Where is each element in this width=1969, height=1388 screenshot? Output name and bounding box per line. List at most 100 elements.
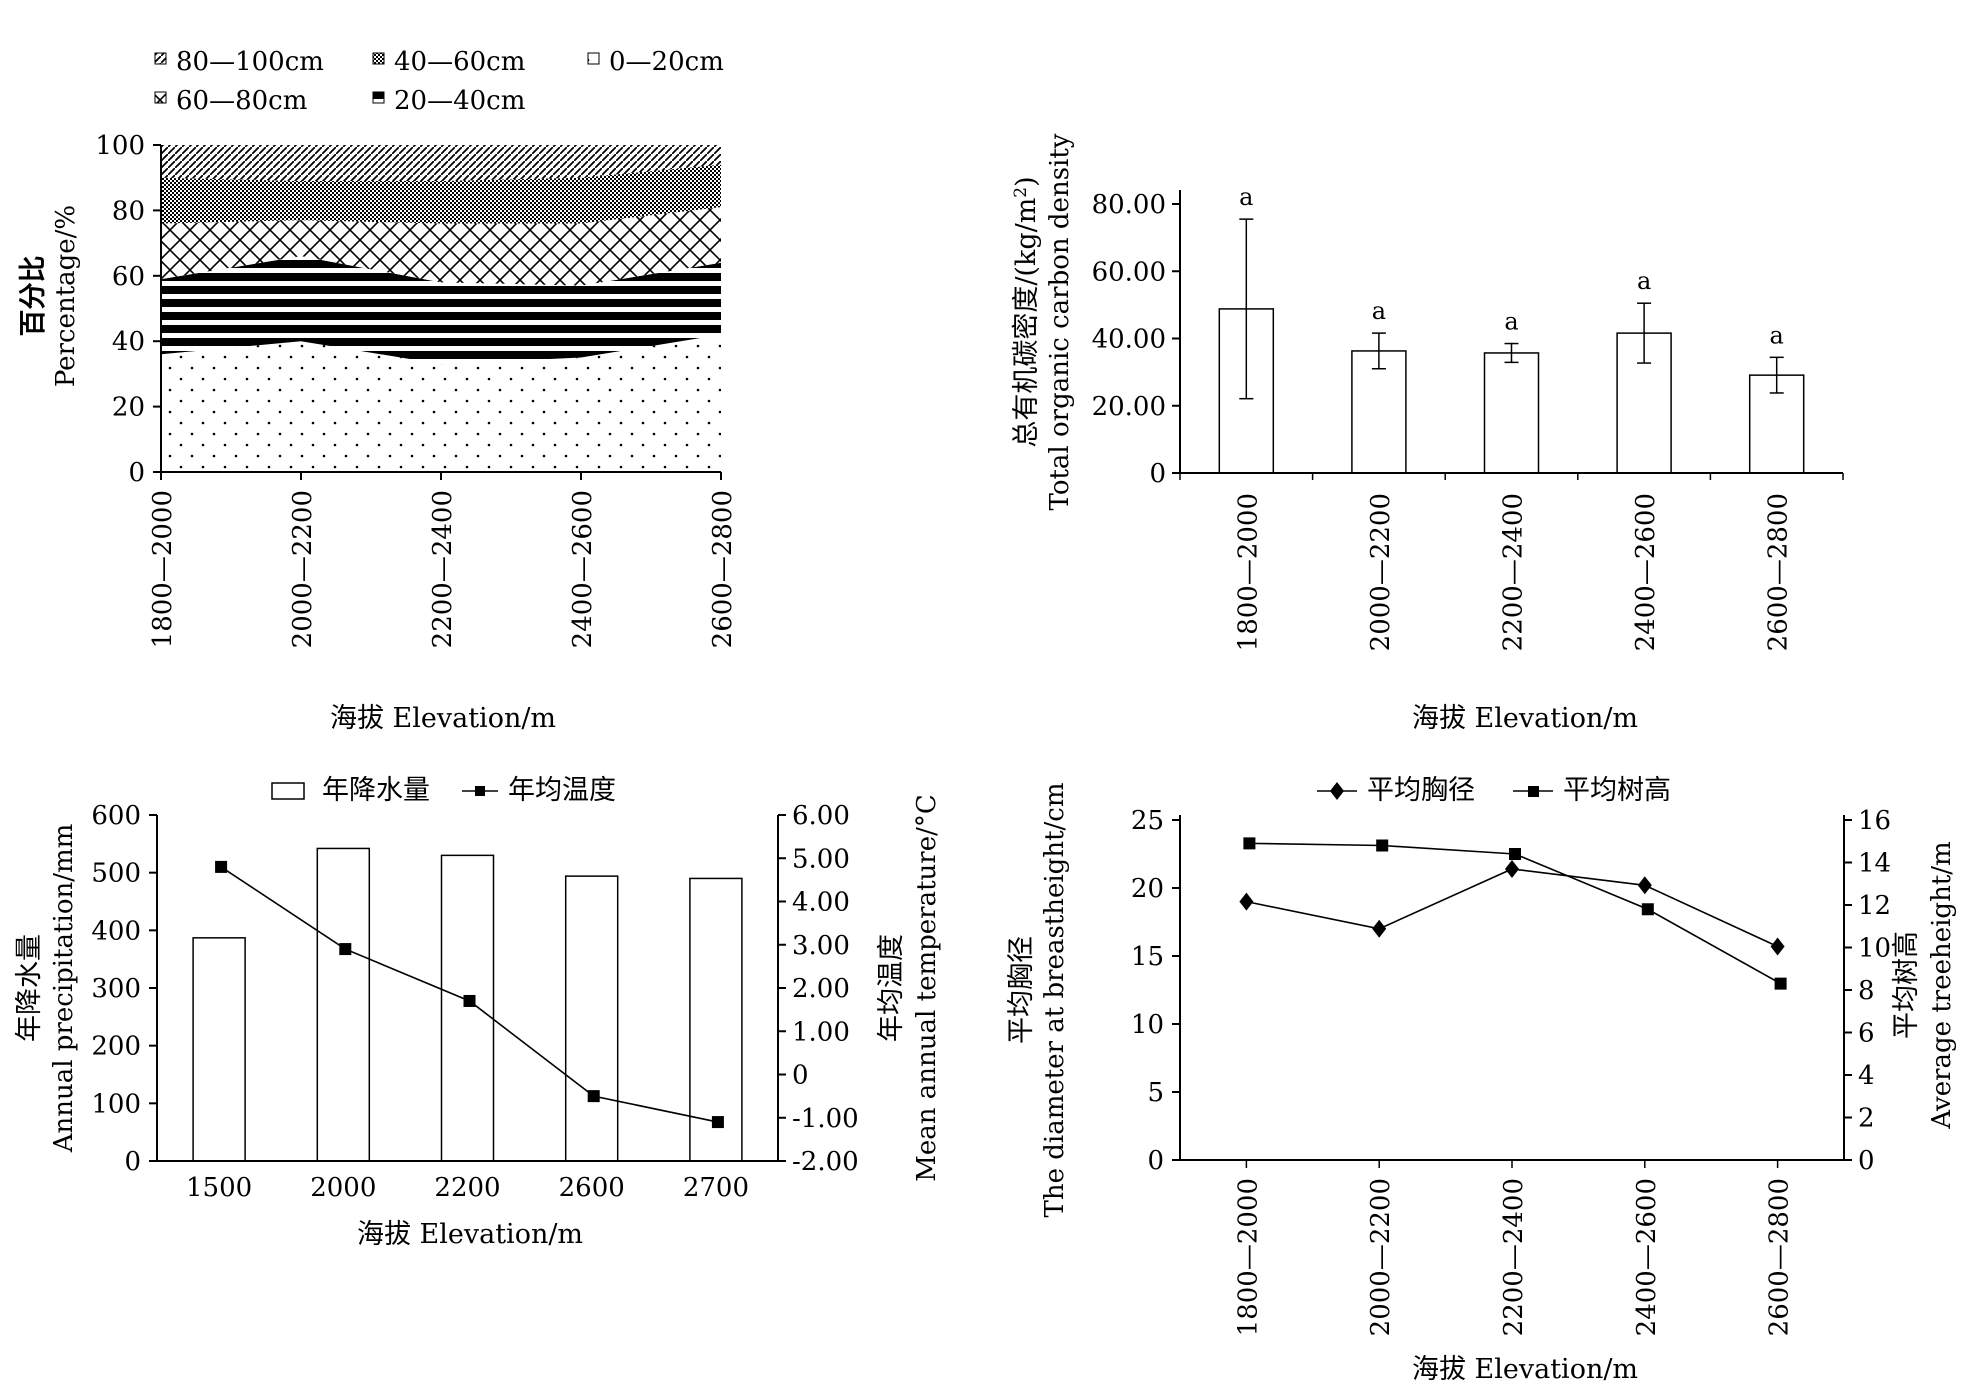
p4-right-tick-label: 10 (1858, 934, 1891, 964)
p1-ytick-label: 60 (112, 262, 145, 292)
legend-marker-temp (475, 786, 485, 796)
legend-swatch-0-20 (587, 52, 600, 65)
area-layer-0 (161, 334, 721, 472)
p4-ylabel-left-cn: 平均胸径 (1006, 936, 1037, 1044)
p2-ylabel-en: Total organic carbon density (1045, 133, 1075, 510)
area-layer-1 (161, 256, 721, 365)
p4-xlabel: 海拔 Elevation/m (1412, 1354, 1638, 1385)
p4-right-tick-label: 4 (1858, 1061, 1875, 1091)
tree-height-point (1774, 977, 1787, 990)
p3-left-tick-label: 300 (91, 974, 141, 1004)
p1-xtick-label: 1800—2000 (148, 490, 178, 648)
p2-ylabel-cn: 总有机碳密度/(kg/m2) (1011, 176, 1042, 447)
precip-bar (192, 937, 246, 1162)
temperature-point (463, 994, 476, 1007)
p3-ylabel-right-en: Mean annual temperature/°C (912, 794, 942, 1181)
p2-xtick-label: 1800—2000 (1233, 493, 1263, 651)
p4-xtick-label: 2400—2600 (1632, 1178, 1662, 1336)
dbh-line (1246, 868, 1778, 948)
p3-xtick-label: 2700 (683, 1173, 749, 1203)
p4-left-tick-label: 0 (1147, 1146, 1164, 1176)
p4-xtick-label: 2000—2200 (1366, 1178, 1396, 1336)
tree-height-point (1243, 837, 1256, 850)
p4-left-tick-label: 15 (1131, 942, 1164, 972)
legend-marker-dbh (1330, 782, 1344, 800)
p3-bars (192, 847, 743, 1162)
p3-right-tick-label: 0 (792, 1061, 809, 1091)
legend-label-height: 平均树高 (1563, 775, 1671, 806)
tree-height-point (1641, 903, 1654, 916)
tree-height-point (1509, 848, 1521, 860)
p4-ylabel-left-en: The diameter at breastheight/cm (1040, 783, 1070, 1218)
precip-bar (440, 854, 495, 1162)
temperature-point (215, 860, 228, 873)
bar (1483, 352, 1540, 474)
p1-y-ticks: 0 20 40 60 80 100 (95, 131, 161, 488)
p3-ylabel-left-en: Annual precipitation/mm (49, 824, 79, 1154)
p4-ylabel-right-en: Average treeheight/m (1927, 841, 1957, 1129)
p4-series-lines (1239, 837, 1787, 990)
p1-xtick-label: 2600—2800 (708, 490, 738, 648)
legend-swatch-60-80 (154, 91, 167, 104)
precip-bar (689, 877, 743, 1162)
legend-swatch-precip (271, 782, 305, 800)
p4-left-tick-label: 20 (1131, 874, 1164, 904)
p3-xlabel: 海拔 Elevation/m (357, 1219, 583, 1250)
dbh-point (1239, 892, 1254, 911)
p2-ylabel-sup: 2 (1011, 187, 1031, 198)
legend-swatch-80-100 (154, 52, 167, 65)
p2-xtick-label: 2200—2400 (1499, 493, 1529, 651)
p3-right-tick-label: 1.00 (792, 1017, 850, 1047)
legend-swatch-40-60 (372, 52, 385, 65)
significance-label: a (1637, 267, 1651, 295)
p3-left-tick-label: 0 (124, 1147, 141, 1177)
tree-height-point (1376, 839, 1389, 852)
dbh-point (1372, 919, 1387, 938)
p2-xtick-label: 2600—2800 (1764, 493, 1794, 651)
area-layer-2 (161, 207, 721, 286)
legend-label-dbh: 平均胸径 (1367, 775, 1475, 806)
p4-right-tick-label: 8 (1858, 976, 1875, 1006)
p1-xlabel: 海拔 Elevation/m (330, 703, 556, 734)
p1-xtick-label: 2000—2200 (288, 490, 318, 648)
p2-ylabel-cn-main: 总有机碳密度/(kg/m (1011, 198, 1042, 448)
p3-x-ticks: 1500 2000 2200 2600 2700 (186, 1173, 749, 1203)
p3-left-tick-label: 600 (91, 801, 141, 831)
significance-label: a (1504, 308, 1518, 336)
p2-ytick-label: 0 (1149, 459, 1166, 489)
p3-left-tick-label: 100 (91, 1089, 141, 1119)
legend-label-20-40: 20—40cm (394, 86, 525, 116)
p2-xtick-label: 2400—2600 (1631, 493, 1661, 651)
p3-right-ticks: -2.00 -1.00 0 1.00 2.00 3.00 4.00 5.00 6.00 (778, 801, 859, 1177)
p1-area-layers (161, 145, 721, 472)
p4-legend: 平均胸径 平均树高 (1317, 775, 1671, 806)
legend-label-temp: 年均温度 (508, 775, 616, 806)
p1-ytick-label: 40 (112, 327, 145, 357)
climate-panel: 年降水量 年均温度 0 100 200 300 400 500 600 -2.00 -1.00… (14, 775, 942, 1250)
p4-right-tick-label: 2 (1858, 1104, 1875, 1134)
p2-ylabel-cn-end: ) (1011, 176, 1042, 187)
p1-ytick-label: 0 (128, 458, 145, 488)
significance-label: a (1372, 297, 1386, 325)
p4-left-ticks: 0 5 10 15 20 25 (1131, 806, 1180, 1176)
legend-marker-height (1528, 786, 1539, 797)
p4-right-ticks: 0 2 4 6 8 10 12 14 16 (1844, 806, 1891, 1176)
legend-swatch-20-40 (372, 91, 385, 104)
dbh-point (1637, 876, 1652, 895)
legend-label-80-100: 80—100cm (176, 47, 324, 77)
precip-bar (316, 847, 371, 1162)
p3-left-tick-label: 200 (91, 1032, 141, 1062)
p3-right-tick-label: -1.00 (792, 1104, 859, 1134)
p1-ytick-label: 80 (112, 196, 145, 226)
area-layer-3 (161, 164, 721, 224)
p2-x-ticks: 1800—2000 2000—2200 2200—2400 2400—2600 2600… (1179, 473, 1844, 651)
p1-ylabel-cn: 百分比 (18, 256, 49, 337)
legend-label-40-60: 40—60cm (394, 47, 525, 77)
p1-legend: 80—100cm 60—80cm 40—60cm 20—40cm 0—20cm (154, 47, 724, 116)
p4-right-tick-label: 6 (1858, 1019, 1875, 1049)
p4-xtick-label: 2200—2400 (1499, 1178, 1529, 1336)
precip-bar (564, 875, 619, 1162)
temperature-point (339, 943, 352, 956)
p4-xtick-label: 2600—2800 (1765, 1178, 1795, 1336)
